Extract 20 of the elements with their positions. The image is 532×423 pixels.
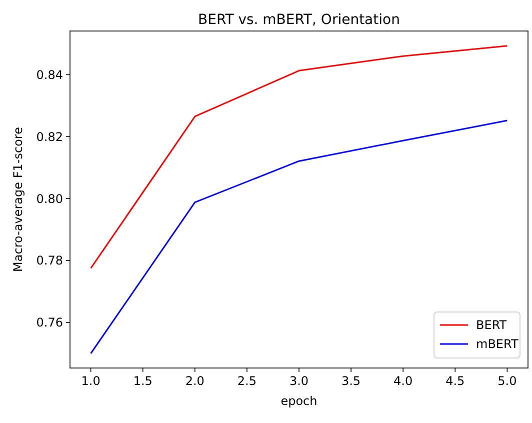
x-tick-label: 2.0 [185, 374, 204, 388]
x-tick-label: 2.5 [237, 374, 256, 388]
y-axis-title: Macro-average F1-score [11, 127, 25, 272]
x-tick-label: 3.0 [289, 374, 309, 388]
y-tick-label: 0.80 [36, 192, 63, 206]
legend-label: mBERT [476, 337, 519, 352]
line-series [90, 45, 508, 270]
x-tick-label: 4.0 [394, 374, 413, 388]
legend-label: BERT [476, 318, 508, 332]
y-tick-label: 0.78 [36, 254, 63, 268]
x-tick-label: 1.0 [81, 374, 100, 388]
y-tick-label: 0.76 [36, 316, 63, 330]
x-tick-label: 1.5 [133, 374, 152, 388]
x-tick-label: 5.0 [498, 374, 517, 388]
x-tick-label: 4.5 [446, 374, 465, 388]
y-tick-label: 0.82 [36, 130, 63, 144]
x-tick-label: 3.5 [342, 374, 361, 388]
y-tick-label: 0.84 [36, 68, 63, 82]
chart-title: BERT vs. mBERT, Orientation [198, 12, 400, 28]
x-axis-title: epoch [280, 394, 318, 408]
